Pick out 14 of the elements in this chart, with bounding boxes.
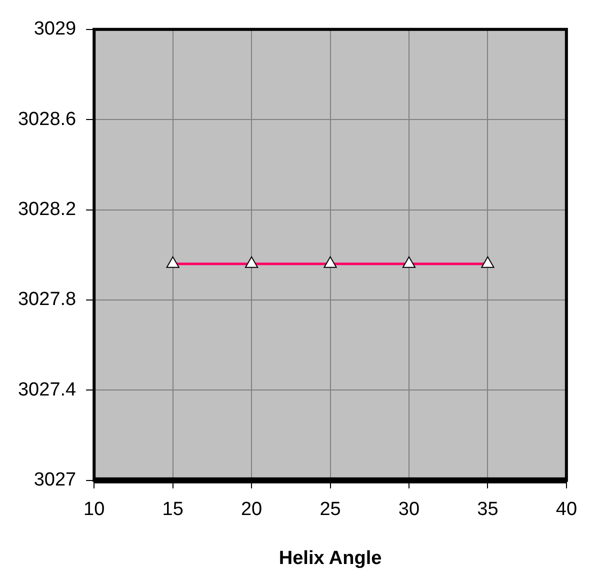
x-tick-label: 40 [556, 499, 578, 520]
x-tick-label: 15 [162, 499, 184, 520]
y-tick-label: 3029 [34, 18, 76, 40]
y-tick-label: 3028.6 [18, 108, 76, 130]
x-tick-label: 30 [398, 499, 420, 520]
y-tick-label: 3028.2 [18, 199, 76, 220]
y-tick-label: 3027.8 [18, 289, 76, 310]
y-tick-label: 3027 [34, 470, 76, 491]
x-tick-label: 20 [240, 499, 262, 520]
x-tick-label: 25 [320, 499, 341, 520]
y-tick-label: 3027.4 [18, 379, 77, 400]
x-tick-label: 35 [477, 499, 498, 520]
x-tick-label: 10 [84, 499, 105, 520]
x-axis-title: Helix Angle [278, 548, 382, 569]
